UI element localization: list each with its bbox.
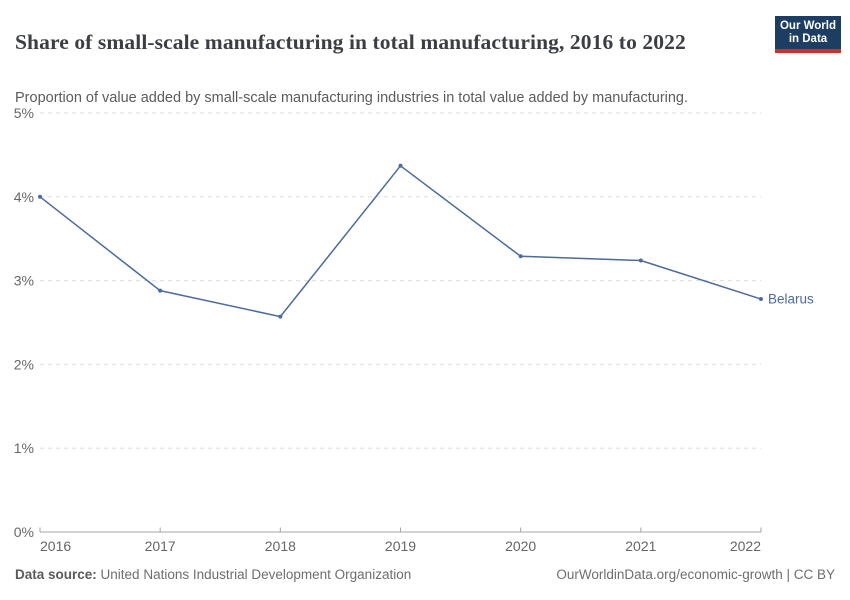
x-tick-label: 2019 — [385, 538, 416, 554]
data-point[interactable] — [518, 254, 523, 259]
owid-logo[interactable]: Our World in Data — [775, 16, 841, 53]
x-tick-label: 2021 — [625, 538, 656, 554]
series-line[interactable] — [39, 165, 762, 318]
x-tick-label: 2017 — [145, 538, 176, 554]
owid-logo-line2: in Data — [788, 33, 828, 45]
x-tick-label: 2016 — [40, 538, 71, 554]
data-point[interactable] — [638, 258, 643, 263]
data-point[interactable] — [38, 194, 42, 199]
data-point[interactable] — [278, 314, 283, 319]
chart-subtitle: Proportion of value added by small-scale… — [15, 89, 689, 106]
data-point[interactable] — [759, 297, 763, 302]
y-tick-label: 1% — [14, 440, 34, 456]
x-tick-label: 2018 — [265, 538, 296, 554]
y-tick-label: 3% — [14, 273, 34, 289]
series-end-label: Belarus — [768, 292, 814, 307]
data-source-value: United Nations Industrial Development Or… — [100, 567, 412, 582]
owid-logo-line1: Our World — [779, 20, 836, 32]
y-tick-label: 5% — [14, 105, 34, 121]
chart-footer: Data source: United Nations Industrial D… — [15, 567, 835, 582]
data-point[interactable] — [398, 163, 403, 168]
y-tick-label: 0% — [14, 524, 34, 540]
owid-link[interactable]: OurWorldinData.org/economic-growth | CC … — [556, 567, 835, 582]
x-tick-label: 2022 — [730, 538, 761, 554]
x-tick-label: 2020 — [505, 538, 536, 554]
data-source-label: Data source: — [15, 567, 97, 582]
y-tick-label: 2% — [14, 356, 34, 372]
data-point[interactable] — [158, 288, 163, 293]
data-source: Data source: United Nations Industrial D… — [15, 567, 411, 582]
page-title: Share of small-scale manufacturing in to… — [15, 30, 686, 55]
y-tick-label: 4% — [14, 189, 34, 205]
